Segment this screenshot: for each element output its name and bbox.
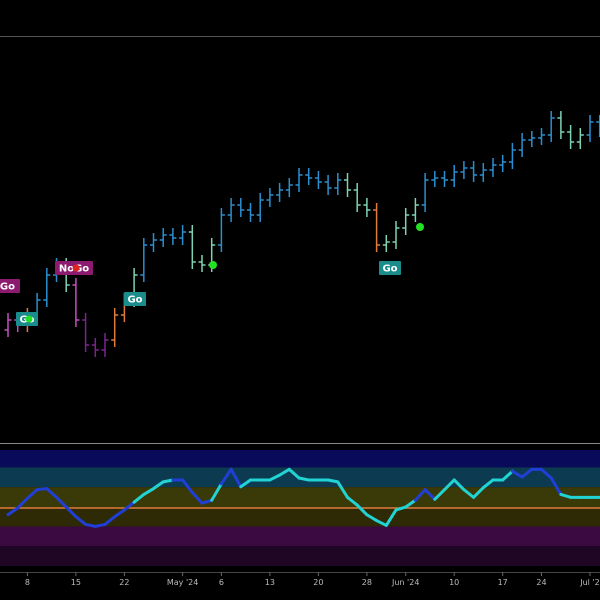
oscillator <box>6 467 600 528</box>
oscillator-segment <box>200 498 214 505</box>
oscillator-segment <box>423 488 437 501</box>
signal-label-box <box>124 292 146 306</box>
x-tick-label: Jul '2 <box>579 578 599 587</box>
x-tick-label: 22 <box>119 578 129 587</box>
oscillator-segment <box>384 508 398 527</box>
oscillator-segment <box>413 488 427 502</box>
x-tick-label: 24 <box>536 578 546 587</box>
oscillator-segment <box>219 467 233 486</box>
x-tick-label: 10 <box>449 578 459 587</box>
oscillator-zone <box>0 450 600 468</box>
signal-dot <box>416 223 424 231</box>
oscillator-segment <box>16 496 29 510</box>
oscillator-segment <box>481 478 495 490</box>
x-tick-label: 8 <box>25 578 30 587</box>
x-tick-label: May '24 <box>167 578 198 587</box>
oscillator-zone <box>0 526 600 547</box>
signal-dot <box>72 264 80 272</box>
oscillator-segment <box>549 476 563 496</box>
oscillator-segment <box>287 467 301 480</box>
oscillator-segment <box>365 513 379 523</box>
oscillator-segment <box>142 487 155 496</box>
oscillator-segment <box>520 467 534 479</box>
annotations: ooGoGoNoGoGoGo <box>0 261 401 326</box>
oscillator-segment <box>64 505 78 519</box>
signal-label: Go <box>382 264 397 275</box>
signal-dot <box>25 315 33 323</box>
oscillator-segment <box>433 488 446 501</box>
x-tick-label: 15 <box>71 578 81 587</box>
x-tick-label: 20 <box>313 578 323 587</box>
oscillator-segment <box>462 488 476 499</box>
x-tick-label: 28 <box>362 578 372 587</box>
oscillator-segment <box>297 476 311 482</box>
oscillator-segment <box>103 515 117 526</box>
oscillator-bands <box>0 450 600 566</box>
oscillator-segment <box>268 473 282 482</box>
x-tick-label: 13 <box>265 578 275 587</box>
oscillator-segment <box>190 491 204 505</box>
oscillator-segment <box>355 503 369 517</box>
oscillator-segment <box>93 522 107 528</box>
signal-dot <box>209 261 217 269</box>
oscillator-zone <box>0 508 600 527</box>
oscillator-segment <box>346 495 359 507</box>
signal-label: oGo <box>0 282 15 293</box>
oscillator-segment <box>55 495 68 509</box>
oscillator-segment <box>443 478 456 492</box>
oscillator-segment <box>74 515 88 526</box>
x-tick-label: 17 <box>498 578 508 587</box>
oscillator-segment <box>336 480 349 499</box>
oscillator-segment <box>375 519 388 527</box>
oscillator-segment <box>161 478 175 484</box>
x-axis: 8 15 22 May '24 6 13 20 28 Jun '24 10 17 24 Jul '2 <box>25 572 600 587</box>
oscillator-segment <box>452 478 466 492</box>
signal-label-box <box>379 261 401 275</box>
oscillator-segment <box>278 467 291 477</box>
signal-label-box <box>0 279 20 293</box>
oscillator-segment <box>122 500 136 512</box>
oscillator-segment <box>404 498 417 509</box>
oscillator-zone <box>0 546 600 566</box>
oscillator-segment <box>84 522 97 528</box>
x-tick-label: Jun '24 <box>391 578 419 587</box>
oscillator-segment <box>326 478 340 484</box>
oscillator-segment <box>540 467 553 480</box>
oscillator-segment <box>152 480 165 491</box>
oscillator-segment <box>229 467 243 489</box>
oscillator-segment <box>113 508 126 519</box>
oscillator-segment <box>472 486 485 499</box>
signal-label: Go <box>127 295 142 306</box>
oscillator-segment <box>501 469 514 482</box>
oscillator-segment <box>510 469 524 479</box>
oscillator-segment <box>559 492 573 499</box>
oscillator-segment <box>35 487 49 492</box>
x-tick-label: 6 <box>219 578 224 587</box>
oscillator-segment <box>394 505 408 512</box>
oscillator-segment <box>132 492 146 504</box>
oscillator-segment <box>210 482 223 502</box>
oscillator-segment <box>181 478 194 495</box>
oscillator-segment <box>45 487 58 499</box>
oscillator-zone <box>0 487 600 508</box>
oscillator-segment <box>6 506 20 517</box>
oscillator-segment <box>239 478 252 489</box>
oscillator-segment <box>25 488 39 500</box>
